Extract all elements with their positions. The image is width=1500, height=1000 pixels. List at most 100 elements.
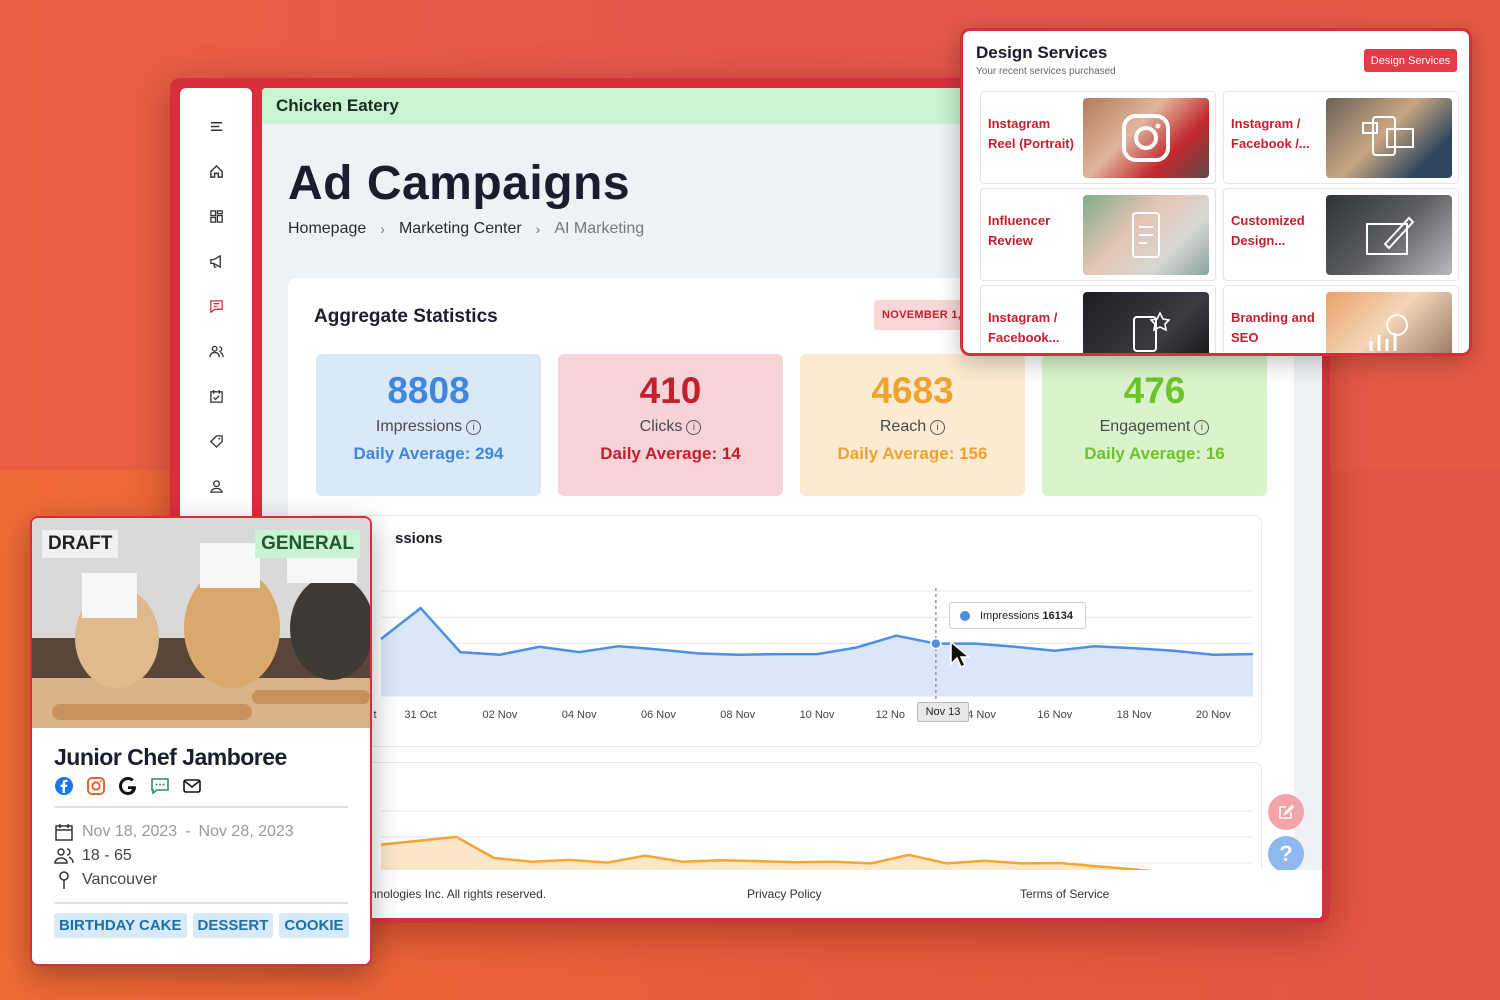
breadcrumb: Homepage › Marketing Center › AI Marketi…: [288, 220, 644, 238]
service-card[interactable]: Instagram Reel (Portrait): [980, 91, 1216, 184]
series-line: [380, 835, 1174, 875]
design-services-button[interactable]: Design Services: [1364, 49, 1457, 72]
mouse-pointer-icon: [950, 640, 972, 669]
help-icon[interactable]: ?: [1268, 836, 1304, 872]
reach-value: 4683: [871, 370, 954, 411]
tag-list: BIRTHDAY CAKE DESSERT COOKIE: [54, 913, 349, 938]
breadcrumb-homepage[interactable]: Homepage: [288, 220, 367, 237]
impressions-chart-svg[interactable]: t 31 Oct 02 Nov 04 Nov 06 Nov 08 Nov 10 Nov 12 …: [309, 516, 1263, 748]
date-separator: -: [185, 823, 191, 840]
users-icon[interactable]: [204, 339, 228, 363]
email-icon[interactable]: [182, 776, 202, 796]
menu-icon[interactable]: [204, 114, 228, 138]
services-subtitle: Your recent services purchased: [976, 66, 1116, 77]
phone-review-icon: [1083, 195, 1209, 275]
campaign-photo: DRAFT GENERAL: [32, 518, 370, 728]
tag-icon[interactable]: [204, 429, 228, 453]
stats-title: Aggregate Statistics: [314, 306, 498, 327]
x-tick-label: 08 Nov: [720, 709, 755, 721]
highlighted-x-label: Nov 13: [917, 702, 969, 722]
tag-chip[interactable]: DESSERT: [192, 913, 274, 938]
reach-label: Reach: [879, 418, 927, 435]
service-card[interactable]: Customized Design...: [1223, 188, 1459, 281]
series-line: [380, 606, 1254, 656]
chart-title: ssions: [395, 530, 443, 547]
impressions-average: Daily Average: 294: [353, 444, 504, 463]
service-label: Instagram / Facebook /...: [1231, 116, 1310, 151]
campaign-location: Vancouver: [54, 870, 157, 890]
reach-chart-svg[interactable]: [309, 763, 1263, 918]
info-icon[interactable]: i: [930, 419, 946, 435]
info-icon[interactable]: i: [466, 419, 482, 435]
x-tick-label: 16 Nov: [1037, 709, 1072, 721]
engagement-label: Engagement: [1099, 418, 1191, 435]
tag-chip[interactable]: COOKIE: [279, 913, 349, 938]
x-tick-label: 18 Nov: [1117, 709, 1152, 721]
series-dot: [960, 610, 970, 621]
x-tick-label: t: [373, 709, 376, 721]
dashboard-icon[interactable]: [204, 204, 228, 228]
impressions-chart: ssions t 31 Oct 02 Nov 04 Nov 06 Nov 08 Nov 10…: [308, 515, 1262, 747]
engagement-value: 476: [1123, 370, 1186, 411]
x-tick-label: 12 No: [876, 709, 905, 721]
reach-average: Daily Average: 156: [837, 444, 988, 463]
service-label: Customized Design...: [1231, 213, 1305, 248]
privacy-policy-link[interactable]: Privacy Policy: [747, 887, 822, 901]
chart-tooltip: Impressions 16134: [949, 602, 1086, 629]
megaphone-icon[interactable]: [204, 249, 228, 273]
category-badge: GENERAL: [255, 530, 360, 558]
facebook-icon[interactable]: [54, 776, 74, 796]
service-card[interactable]: Instagram / Facebook...: [980, 285, 1216, 353]
user-pin-icon[interactable]: [204, 474, 228, 498]
campaign-card[interactable]: DRAFT GENERAL Junior Chef Jamboree Nov 1…: [30, 516, 372, 966]
reach-card: 4683 Reach i Daily Average: 156: [800, 354, 1025, 496]
impressions-card: 8808 Impressions i Daily Average: 294: [316, 354, 541, 496]
services-title: Design Services: [976, 43, 1108, 62]
sms-icon[interactable]: [150, 776, 170, 796]
divider: [54, 806, 348, 808]
service-label: Branding and SEO: [1231, 310, 1315, 345]
campaign-title: Junior Chef Jamboree: [54, 744, 287, 770]
age-range: 18 - 65: [82, 847, 132, 864]
service-label: Instagram Reel (Portrait): [988, 116, 1074, 151]
calendar-check-icon[interactable]: [204, 384, 228, 408]
location: Vancouver: [82, 871, 158, 888]
x-tick-label: 02 Nov: [482, 709, 517, 721]
location-pin-icon: [59, 871, 69, 889]
engagement-average: Daily Average: 16: [1084, 444, 1225, 463]
page-title: Ad Campaigns: [288, 157, 631, 210]
x-tick-label: 04 Nov: [562, 709, 597, 721]
status-badge: DRAFT: [42, 530, 119, 558]
service-card[interactable]: Influencer Review: [980, 188, 1216, 281]
x-tick-label: 4 Nov: [967, 709, 996, 721]
x-tick-label: 06 Nov: [641, 709, 676, 721]
chat-icon[interactable]: [204, 294, 228, 318]
clicks-value: 410: [639, 370, 702, 411]
google-icon[interactable]: [118, 776, 138, 796]
series-area: [381, 608, 1253, 696]
tag-chip[interactable]: BIRTHDAY CAKE: [54, 913, 187, 938]
aggregate-statistics-panel: Aggregate Statistics NOVEMBER 1, 2 8808 …: [288, 278, 1294, 918]
x-tick-label: 31 Oct: [404, 709, 436, 721]
info-icon[interactable]: i: [1194, 419, 1210, 435]
divider: [54, 902, 348, 904]
instagram-icon[interactable]: [86, 776, 106, 796]
info-icon[interactable]: i: [686, 419, 702, 435]
campaign-dates: Nov 18, 2023 - Nov 28, 2023: [54, 822, 294, 842]
series-area: [381, 836, 1173, 881]
terms-of-service-link[interactable]: Terms of Service: [1020, 887, 1110, 901]
service-card[interactable]: Branding and SEO: [1223, 285, 1459, 353]
tooltip-label: Impressions: [980, 609, 1040, 622]
impressions-label: Impressions: [375, 418, 463, 435]
home-icon[interactable]: [204, 159, 228, 183]
instagram-icon: [1083, 98, 1209, 178]
service-card[interactable]: Instagram / Facebook /...: [1223, 91, 1459, 184]
edit-icon[interactable]: [1268, 794, 1304, 830]
service-label: Instagram / Facebook...: [988, 310, 1060, 345]
breadcrumb-marketing-center[interactable]: Marketing Center: [398, 220, 522, 237]
engagement-card: 476 Engagement i Daily Average: 16: [1042, 354, 1267, 496]
impressions-value: 8808: [387, 370, 470, 411]
design-pen-icon: [1326, 195, 1452, 275]
x-tick-label: 10 Nov: [800, 709, 835, 721]
data-point[interactable]: [930, 637, 942, 650]
